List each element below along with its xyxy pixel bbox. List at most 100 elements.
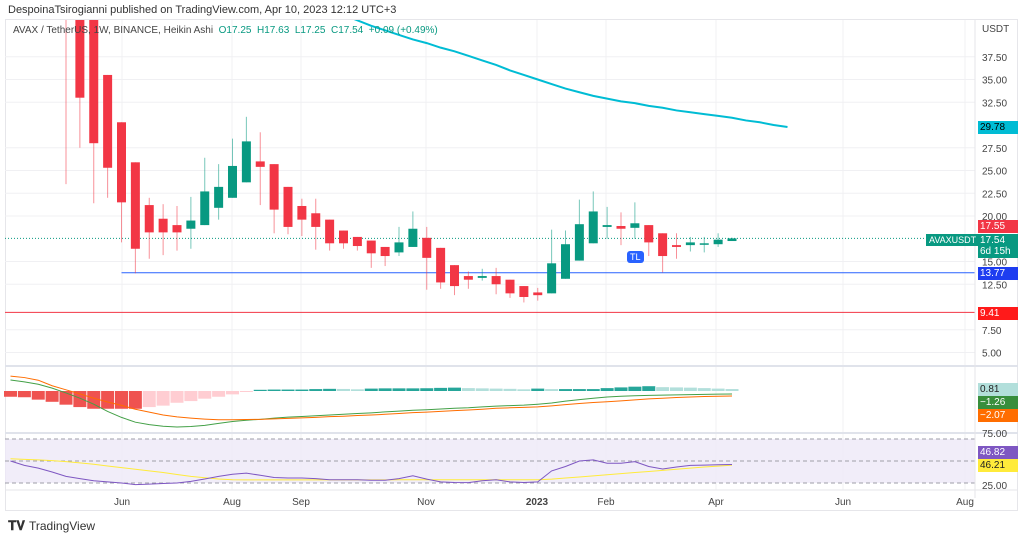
candle-body [602, 225, 612, 227]
time-axis-label: 2023 [526, 497, 549, 508]
candle[interactable] [713, 233, 723, 247]
macd-line[interactable] [10, 379, 733, 428]
candle[interactable] [103, 74, 113, 198]
candle[interactable] [311, 198, 321, 250]
macd-histogram-bar [101, 391, 115, 409]
candle[interactable] [588, 191, 598, 244]
macd-histogram-bar [406, 388, 420, 391]
time-axis-label: Sep [292, 497, 310, 508]
candle-body [685, 242, 695, 246]
candle[interactable] [602, 206, 612, 239]
candle-body [200, 191, 210, 226]
tradingview-logo[interactable]: 𝐓𝐕 TradingView [8, 518, 95, 534]
trendline-badge[interactable]: TL [627, 251, 644, 263]
time-axis[interactable]: Jun Aug Sep Nov 2023 Feb Apr Jun Aug [114, 497, 974, 508]
candle[interactable] [685, 236, 695, 252]
tradingview-brand: TradingView [29, 519, 96, 533]
candle[interactable] [186, 196, 196, 249]
candle[interactable] [533, 287, 543, 301]
candle[interactable] [325, 219, 335, 251]
candle[interactable] [117, 122, 126, 243]
candle[interactable] [422, 226, 432, 290]
price-axis[interactable]: 37.50 35.00 32.50 27.50 25.00 22.50 20.00 15.00… [982, 53, 1007, 360]
symbol-legend[interactable]: AVAX / TetherUS, 1W, BINANCE, Heikin Ash… [13, 25, 438, 36]
moving-average-line[interactable] [288, 0, 788, 128]
candle[interactable] [297, 198, 307, 237]
legend-change: +0.09 (+0.49%) [368, 25, 438, 36]
candle[interactable] [339, 230, 348, 249]
candle[interactable] [644, 225, 654, 257]
candle[interactable] [394, 226, 404, 257]
price-axis-label: 32.50 [982, 98, 1007, 109]
candle[interactable] [699, 236, 709, 253]
macd-histogram-bar [323, 388, 337, 391]
candle[interactable] [519, 286, 529, 303]
candle[interactable] [727, 237, 737, 242]
candle-body [75, 20, 85, 98]
candle[interactable] [269, 164, 279, 234]
candle[interactable] [436, 247, 446, 289]
macd-histogram-bar [31, 391, 45, 400]
candle[interactable] [630, 202, 640, 239]
candle[interactable] [62, 0, 71, 185]
candle[interactable] [130, 162, 140, 274]
candle[interactable] [255, 132, 265, 206]
candle[interactable] [144, 197, 154, 259]
candle[interactable] [75, 0, 85, 148]
macd-histogram-bar [156, 391, 170, 406]
macd-histogram-bar [309, 389, 323, 391]
macd-histogram-bar [364, 388, 378, 391]
candle[interactable] [561, 230, 570, 279]
candle[interactable] [450, 265, 459, 296]
macd-histogram-bar [475, 388, 489, 391]
macd-histogram-bar [572, 389, 586, 391]
candle[interactable] [158, 204, 168, 256]
prev-price-label: 17.55 [978, 220, 1018, 233]
time-axis-label: Jun [835, 497, 851, 508]
signal-line[interactable] [10, 375, 733, 421]
macd-histogram-bar [115, 391, 128, 409]
macd-histogram-bar [184, 391, 198, 402]
price-axis-currency: USDT [982, 24, 1009, 35]
candle[interactable] [547, 229, 557, 294]
price-axis-label: 27.50 [982, 144, 1007, 155]
floor-price-label: 9.41 [978, 307, 1018, 320]
candle[interactable] [574, 199, 584, 261]
candle-body [477, 276, 487, 278]
candle-body [311, 213, 321, 227]
candle[interactable] [477, 268, 487, 281]
rsi-ma-label: 46.21 [978, 459, 1018, 472]
macd-histogram-bar [4, 391, 17, 397]
candle[interactable] [658, 233, 668, 273]
candle[interactable] [366, 240, 376, 268]
macd-histogram-bar [642, 386, 656, 391]
candle[interactable] [172, 205, 182, 251]
macd-histogram-bar [267, 389, 281, 391]
candle-body [394, 242, 404, 253]
candle[interactable] [380, 246, 390, 267]
candle-body [255, 161, 265, 167]
price-axis-label: 35.00 [982, 76, 1007, 87]
candle[interactable] [463, 271, 473, 289]
candle[interactable] [283, 186, 293, 235]
candle[interactable] [672, 233, 681, 259]
candle[interactable] [408, 211, 418, 247]
candle[interactable] [241, 116, 251, 183]
rsi-line[interactable] [10, 459, 733, 486]
candle[interactable] [228, 138, 237, 198]
candle[interactable] [89, 0, 99, 204]
tradingview-logo-icon: 𝐓𝐕 [8, 518, 25, 533]
candle-body [436, 247, 446, 283]
candle[interactable] [352, 236, 362, 251]
candle[interactable] [616, 212, 626, 246]
rsi-label: 46.82 [978, 446, 1018, 459]
candle[interactable] [491, 267, 501, 295]
price-axis-label: 7.50 [982, 326, 1002, 337]
candle[interactable] [505, 279, 515, 298]
candle[interactable] [214, 164, 224, 220]
time-axis-label: Aug [956, 497, 974, 508]
candle-body [241, 141, 251, 183]
candle[interactable] [200, 157, 210, 226]
last-price-label: 17.54 6d 15h [978, 234, 1018, 258]
